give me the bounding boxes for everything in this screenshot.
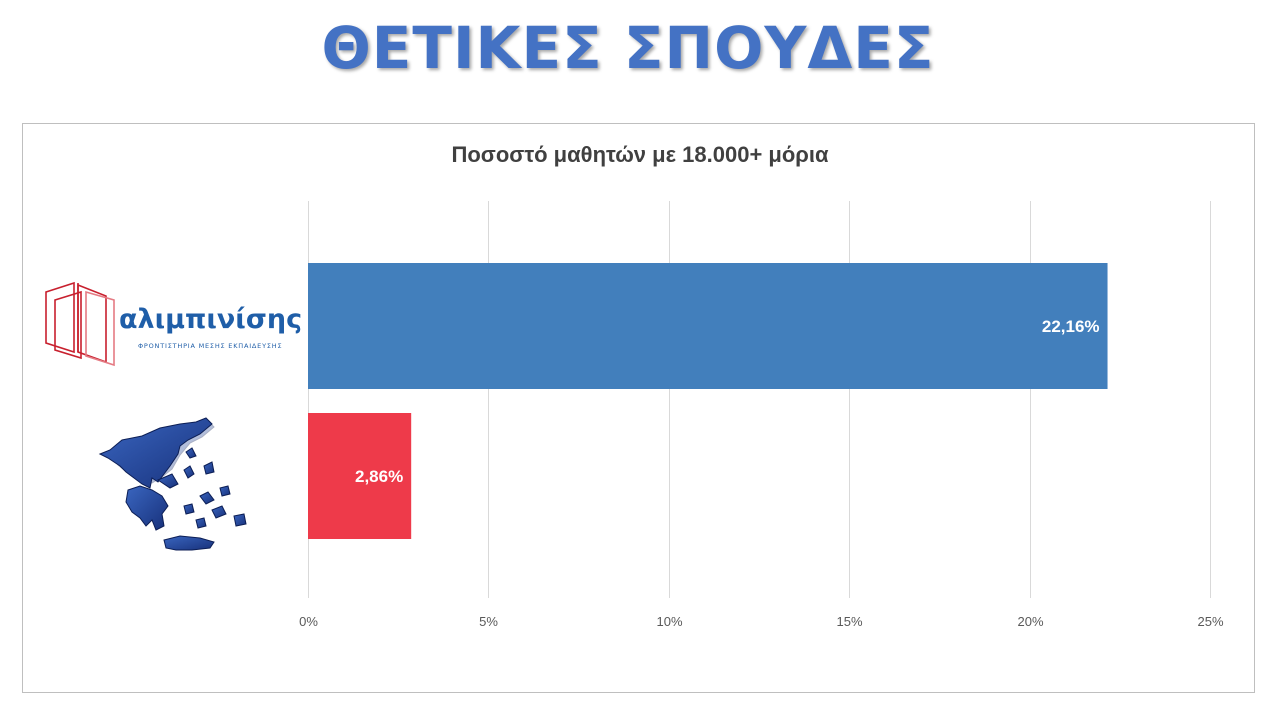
- x-axis-ticks: 0% 5% 10% 15% 20% 25%: [299, 614, 1224, 629]
- bars: 22,16% 2,86%: [308, 263, 1108, 539]
- logo-tagline: ΦΡΟΝΤΙΣΤΗΡΙΑ ΜΕΣΗΣ ΕΚΠΑΙΔΕΥΣΗΣ: [138, 342, 282, 350]
- page-title: ΘΕΤΙΚΕΣ ΣΠΟΥΔΕΣ: [321, 14, 935, 82]
- x-tick-label: 0%: [299, 614, 318, 629]
- bar: [308, 413, 412, 539]
- chart-title: Ποσοστό μαθητών με 18.000+ μόρια: [451, 142, 829, 167]
- open-book-icon: [45, 281, 115, 367]
- x-tick-label: 20%: [1017, 614, 1043, 629]
- x-tick-label: 25%: [1197, 614, 1223, 629]
- x-tick-label: 15%: [836, 614, 862, 629]
- bar: [308, 263, 1108, 389]
- x-tick-label: 10%: [656, 614, 682, 629]
- logo-wordmark: αλιμπινίσης: [119, 304, 302, 335]
- gridlines: [308, 201, 1211, 598]
- data-label: 2,86%: [355, 467, 403, 486]
- data-label: 22,16%: [1042, 317, 1100, 336]
- alimpinisis-logo: αλιμπινίσης ΦΡΟΝΤΙΣΤΗΡΙΑ ΜΕΣΗΣ ΕΚΠΑΙΔΕΥΣ…: [45, 281, 302, 367]
- chart-frame: [22, 123, 1255, 693]
- greece-map-icon: [98, 417, 247, 551]
- x-tick-label: 5%: [479, 614, 498, 629]
